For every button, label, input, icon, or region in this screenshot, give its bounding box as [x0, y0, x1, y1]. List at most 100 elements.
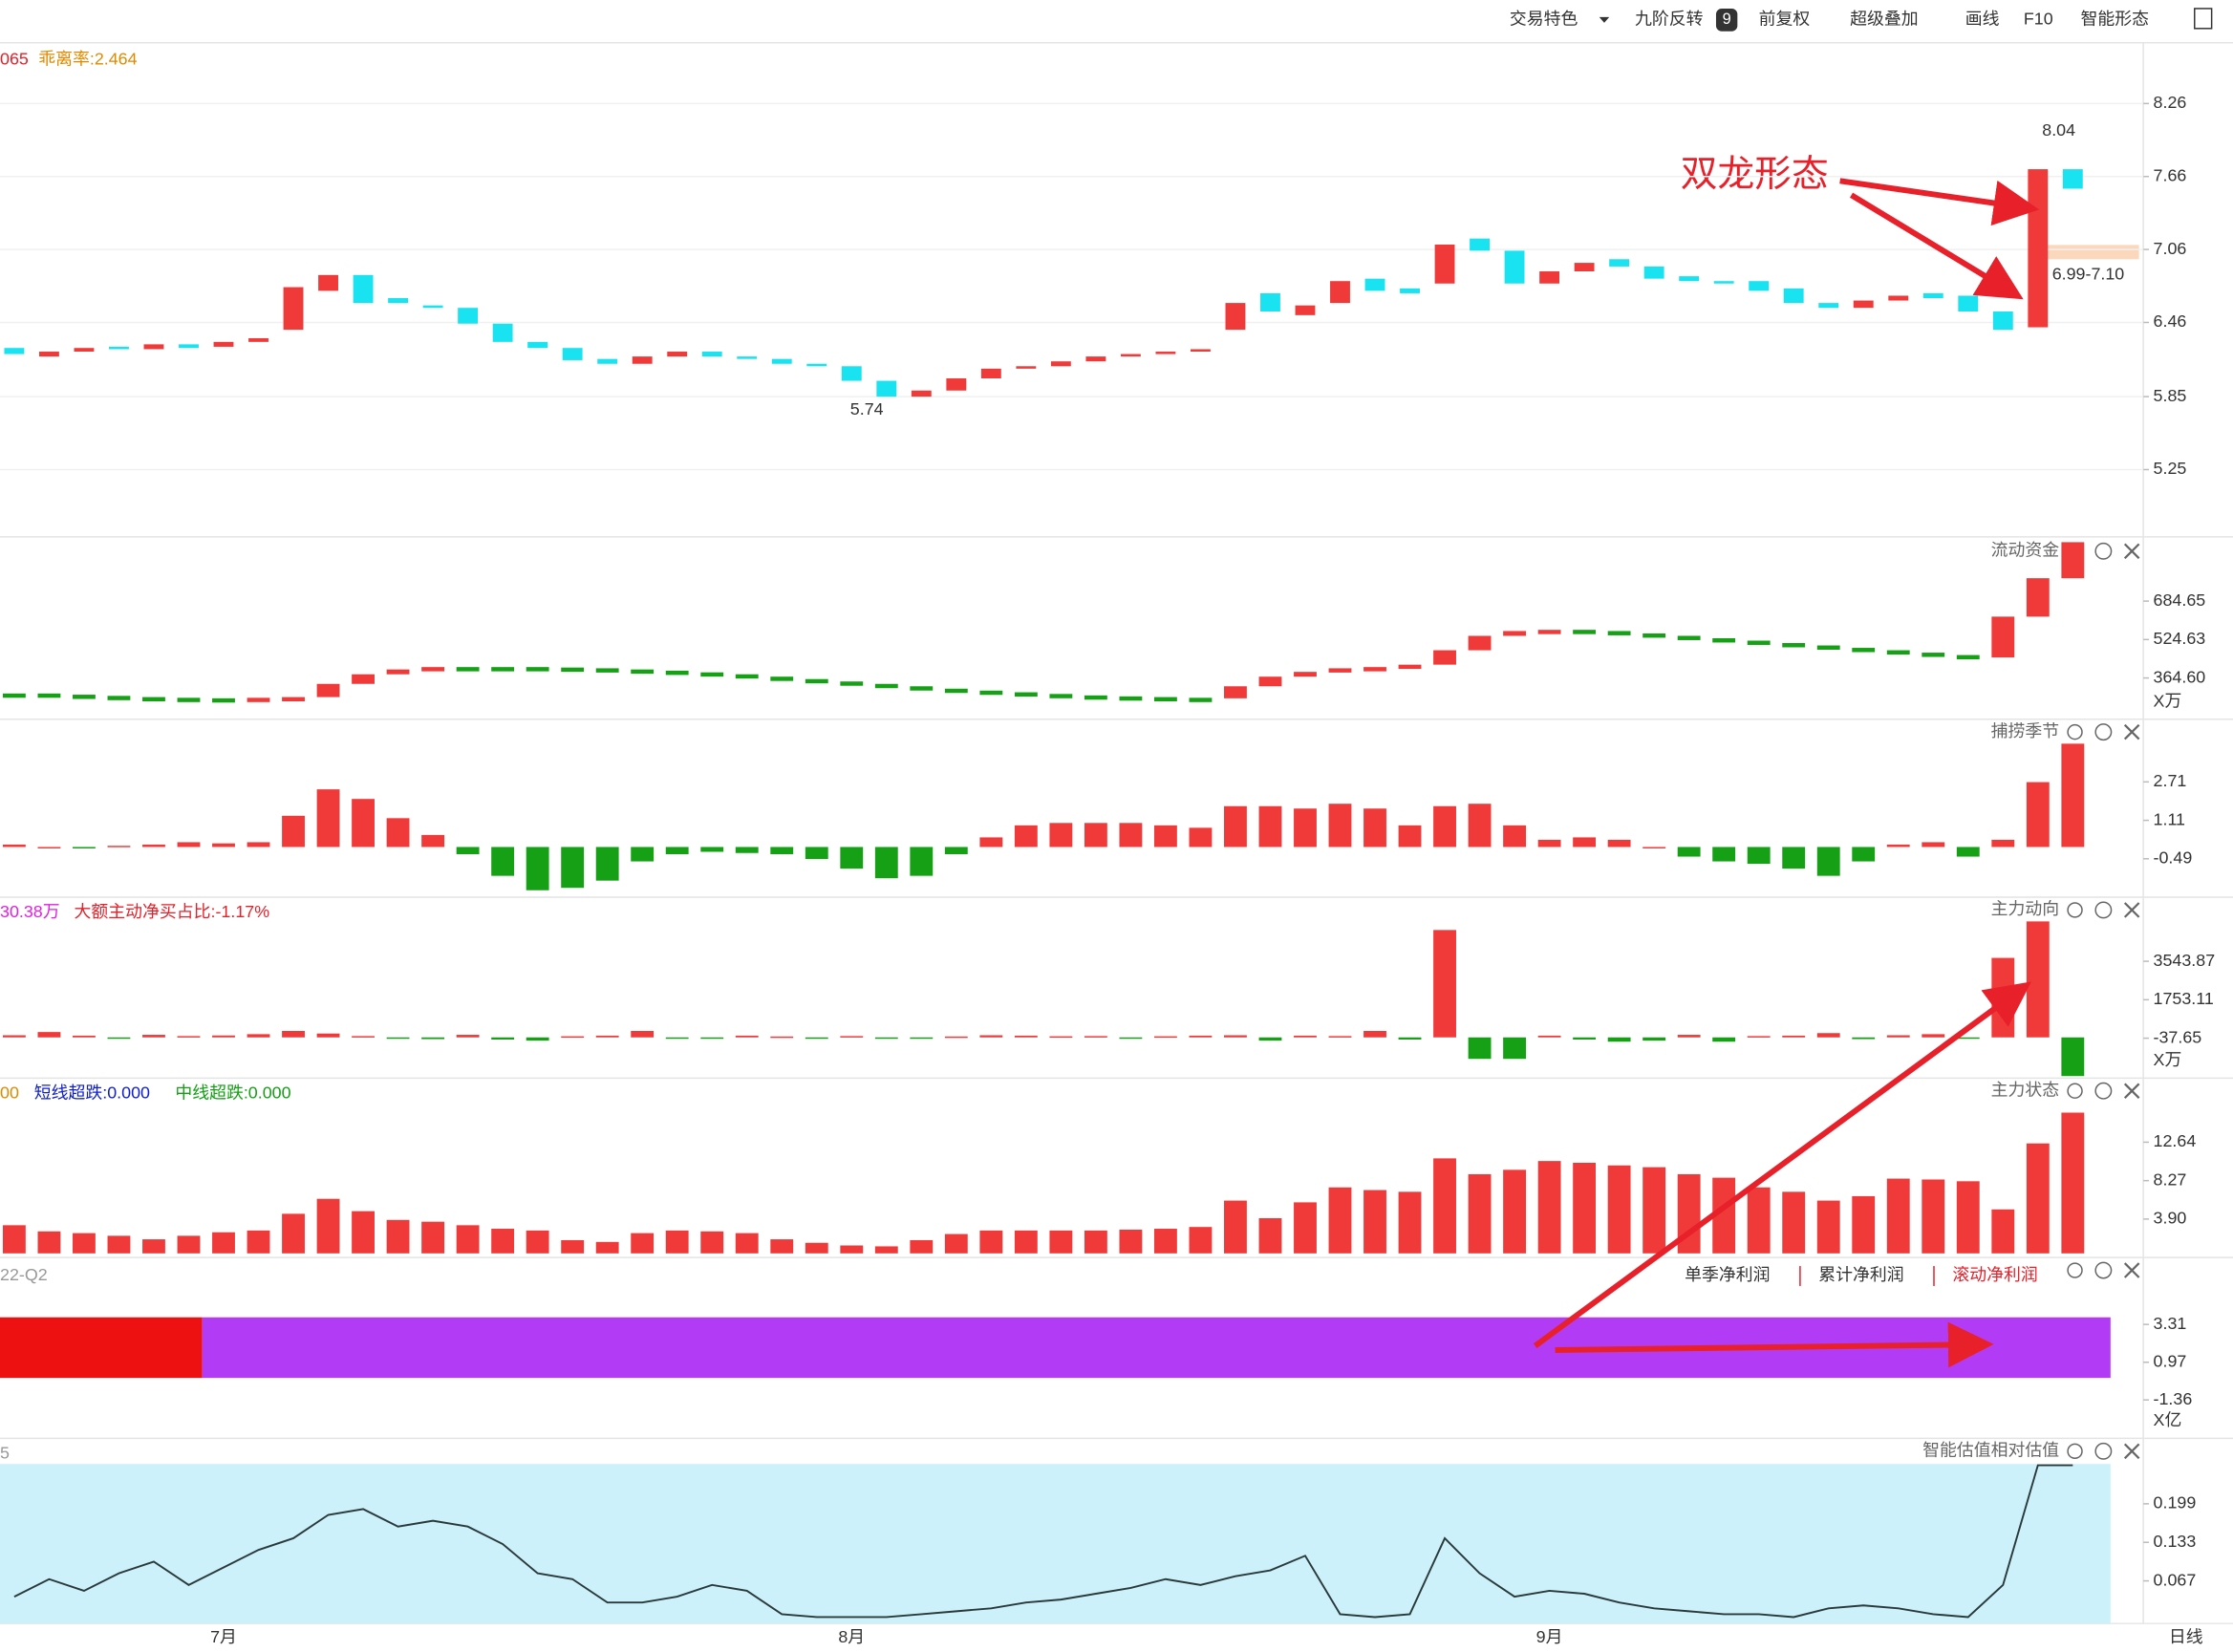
flow-bar [386, 669, 410, 675]
bar [107, 1037, 131, 1040]
flow-bar [665, 670, 689, 676]
unit-label: X亿 [2154, 1410, 2182, 1429]
bar [1433, 930, 1456, 1038]
candle [74, 348, 95, 353]
candle [492, 323, 513, 342]
menu-item[interactable]: 超级叠加 [1850, 10, 1918, 29]
close-icon[interactable] [2123, 1262, 2140, 1278]
settings-icon[interactable] [2067, 1262, 2083, 1278]
candle [1888, 295, 1909, 301]
help-icon[interactable] [2094, 1442, 2113, 1460]
bar [1014, 1035, 1038, 1038]
close-icon[interactable] [2123, 902, 2140, 918]
bar [247, 842, 270, 847]
flow-bar [1398, 664, 1422, 670]
bar [1956, 1181, 1980, 1254]
flow-bar [2, 693, 26, 698]
bar [1363, 1031, 1386, 1038]
bar [1643, 1037, 1666, 1041]
legend-text: 22-Q2 [0, 1265, 48, 1284]
flow-bar [1991, 616, 2015, 658]
candle [1400, 288, 1420, 293]
bar [456, 1225, 480, 1254]
panel-title: 主力动向 [1991, 899, 2059, 918]
flow-bar [735, 674, 759, 679]
bar [910, 1037, 934, 1040]
candle [1085, 356, 1106, 362]
flow-bar [177, 697, 201, 702]
menu-item[interactable]: F10 [2024, 10, 2053, 29]
bar [212, 1035, 235, 1038]
menu-item[interactable]: 前复权 [1759, 10, 1811, 29]
flow-bar [1922, 653, 1945, 657]
candle [1225, 303, 1246, 331]
flow-bar [1712, 637, 1736, 643]
bar [1537, 1035, 1561, 1038]
help-icon[interactable] [2094, 901, 2113, 919]
bar [1468, 804, 1492, 847]
settings-icon[interactable] [2067, 1083, 2083, 1099]
bar [282, 1031, 305, 1038]
flow-bar [316, 683, 340, 697]
candle [980, 368, 1001, 379]
bar [735, 1233, 759, 1254]
layout-icon[interactable] [2194, 8, 2213, 30]
bar [456, 1035, 480, 1038]
tab[interactable]: 滚动净利润 [1952, 1265, 2037, 1284]
bar [526, 1230, 549, 1254]
candle [597, 358, 618, 364]
settings-icon[interactable] [2067, 1443, 2083, 1460]
bar [595, 1241, 619, 1254]
candle [771, 358, 792, 364]
tab[interactable]: 累计净利润 [1818, 1265, 1903, 1284]
x-tick-label: 8月 [838, 1627, 865, 1646]
bar [874, 1037, 898, 1040]
bar [421, 1037, 445, 1040]
close-icon[interactable] [2123, 1443, 2140, 1460]
period-label[interactable]: 日线 [2169, 1627, 2203, 1646]
flow-bar [595, 668, 619, 673]
menu-item[interactable]: 画线 [1965, 10, 2000, 29]
bar [1852, 1195, 1876, 1254]
bar [874, 847, 898, 879]
candle [1679, 276, 1700, 282]
flow-bar [979, 690, 1003, 696]
help-icon[interactable] [2094, 1261, 2113, 1279]
close-icon[interactable] [2123, 723, 2140, 740]
help-icon[interactable] [2094, 1082, 2113, 1100]
tab[interactable]: 单季净利润 [1685, 1265, 1770, 1284]
flow-bar [561, 667, 585, 673]
flow-bar [491, 667, 515, 672]
help-icon[interactable] [2094, 723, 2113, 741]
bar [1119, 823, 1143, 847]
menu-item[interactable]: 交易特色 [1510, 10, 1578, 29]
x-tick-label: 7月 [210, 1627, 237, 1646]
bar [840, 847, 864, 869]
bar [1224, 805, 1247, 847]
flow-bar [1014, 692, 1038, 697]
y-tick-label: -1.36 [2154, 1389, 2193, 1408]
menu-item[interactable]: 九阶反转 [1635, 10, 1704, 29]
bar [1258, 805, 1282, 847]
settings-icon[interactable] [2067, 902, 2083, 918]
menu-item[interactable]: 智能形态 [2081, 10, 2150, 29]
candle [1050, 361, 1071, 367]
flow-bar [1468, 635, 1492, 651]
flow-bar [631, 669, 655, 675]
y-tick-label: 12.64 [2154, 1131, 2197, 1150]
bar [840, 1036, 864, 1038]
panel-separators [0, 41, 2233, 1624]
panel-title: 捕捞季节 [1991, 721, 2059, 740]
flow-bar [1224, 686, 1247, 698]
bar [247, 1034, 270, 1038]
close-icon[interactable] [2123, 1083, 2140, 1099]
price-label: 5.74 [850, 399, 884, 418]
bar [1119, 1037, 1143, 1040]
settings-icon[interactable] [2067, 723, 2083, 740]
close-icon[interactable] [2123, 543, 2140, 560]
bar [1886, 1178, 1910, 1254]
candle [1992, 311, 2013, 331]
panel-title: 主力状态 [1991, 1080, 2060, 1099]
bar [1677, 847, 1701, 857]
help-icon[interactable] [2094, 542, 2113, 560]
